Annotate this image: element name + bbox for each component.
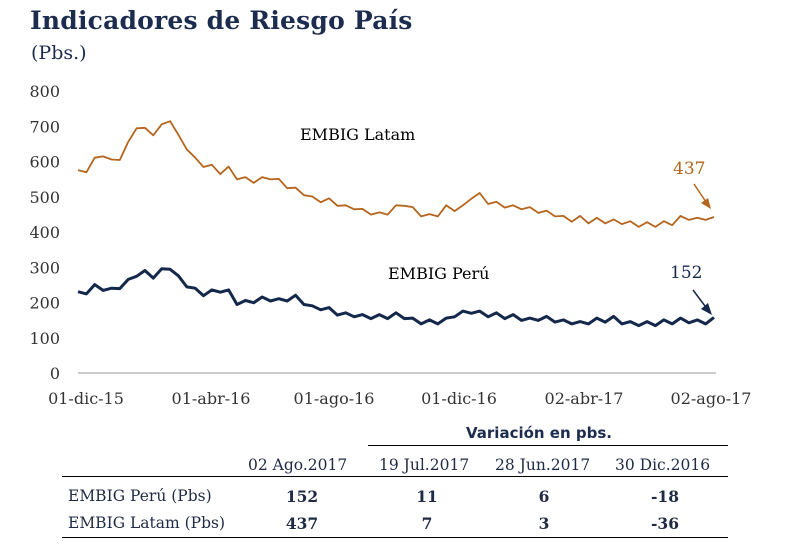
table-bottom-line xyxy=(62,537,728,538)
column-header: 19 Jul.2017 xyxy=(379,456,470,474)
table-cell: 11 xyxy=(416,487,438,506)
y-tick-label: 100 xyxy=(29,329,60,348)
table-cell: 7 xyxy=(421,514,433,533)
table-cell: 152 xyxy=(285,487,319,506)
series-label-peru: EMBIG Perú xyxy=(388,264,489,283)
line-chart: 0 100 200 300 400 500 600 700 800 01-dic-15 01-ab… xyxy=(29,82,751,408)
table-cell: 437 xyxy=(285,514,319,533)
x-tick-label: 01-dic-16 xyxy=(421,389,497,408)
y-tick-label: 0 xyxy=(50,364,60,383)
series-line-peru xyxy=(77,267,715,328)
x-tick-label: 01-ago-16 xyxy=(294,389,375,408)
table-cell: 3 xyxy=(538,514,550,533)
column-header: 02 Ago.2017 xyxy=(248,456,348,474)
y-tick-label: 600 xyxy=(29,153,60,172)
series-label-latam: EMBIG Latam xyxy=(300,125,415,144)
series-line-latam xyxy=(77,120,715,228)
table-cell: -18 xyxy=(650,487,679,506)
table-cell: 6 xyxy=(538,487,550,506)
arrow-latam xyxy=(693,183,711,209)
end-label-latam: 437 xyxy=(673,159,705,179)
unit-label: (Pbs.) xyxy=(31,42,87,64)
column-header: 30 Dic.2016 xyxy=(615,456,711,474)
y-axis-ticks: 0 100 200 300 400 500 600 700 800 xyxy=(29,82,60,383)
arrow-peru xyxy=(692,289,712,315)
y-tick-label: 500 xyxy=(29,188,60,207)
x-axis-ticks: 01-dic-15 01-abr-16 01-ago-16 01-dic-16 02-a… xyxy=(48,389,751,408)
row-label: EMBIG Perú (Pbs) xyxy=(68,487,212,505)
table-cell: -36 xyxy=(650,514,679,533)
column-header: 28 Jun.2017 xyxy=(495,456,591,474)
y-tick-label: 300 xyxy=(29,258,60,277)
group-header-underline xyxy=(368,445,728,446)
x-tick-label: 02-ago-17 xyxy=(671,389,752,408)
table-group-header: Variación en pbs. xyxy=(466,424,612,442)
y-tick-label: 700 xyxy=(29,117,60,136)
x-tick-label: 01-dic-15 xyxy=(48,389,124,408)
y-tick-label: 200 xyxy=(29,294,60,313)
end-label-peru: 152 xyxy=(670,263,702,283)
x-tick-label: 01-abr-16 xyxy=(172,389,251,408)
row-label: EMBIG Latam (Pbs) xyxy=(68,514,226,532)
page-title: Indicadores de Riesgo País xyxy=(30,6,413,35)
x-tick-label: 02-abr-17 xyxy=(545,389,624,408)
y-tick-label: 400 xyxy=(29,223,60,242)
header-underline xyxy=(62,476,728,477)
y-tick-label: 800 xyxy=(29,82,60,101)
